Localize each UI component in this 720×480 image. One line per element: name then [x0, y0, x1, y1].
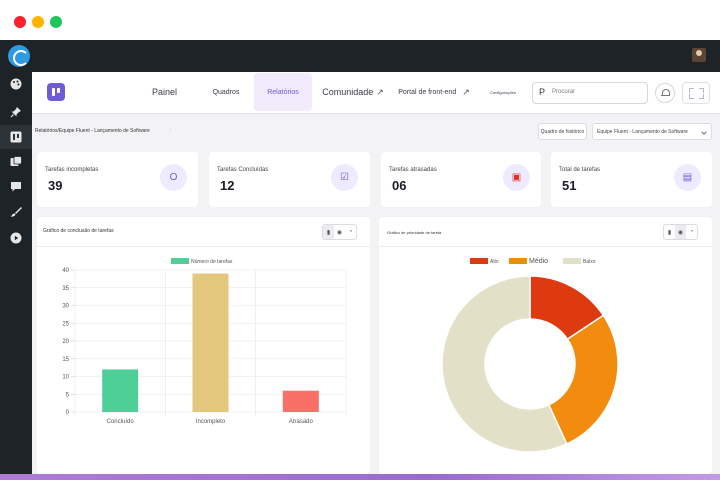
- chart-title: Gráfico de prioridade de tarefa: [387, 230, 442, 235]
- board-select-value: Equipe Fluent - Lançamento de Software: [597, 128, 688, 135]
- slice-médio: [547, 314, 619, 445]
- y-tick-label: 15: [62, 357, 69, 363]
- x-tick-label: Atrasado: [289, 419, 314, 425]
- maximize-window-button[interactable]: [50, 16, 62, 28]
- sidebar-item-plugins[interactable]: [0, 226, 32, 250]
- bar-chart-icon[interactable]: ▮: [667, 229, 672, 236]
- calendar-check-icon: ☑: [331, 164, 358, 191]
- search-icon: P: [539, 87, 546, 97]
- panel-divider: [379, 246, 712, 247]
- external-link-icon: ↗: [376, 86, 384, 97]
- search-input[interactable]: P Procurar: [532, 82, 648, 104]
- minimize-window-button[interactable]: [32, 16, 44, 28]
- legend-swatch: [171, 258, 189, 264]
- chevron-down-icon: [701, 129, 707, 135]
- stat-label: Tarefas atrasadas: [389, 167, 437, 173]
- stat-card-incomplete: Tarefas incompletas 39 O: [37, 152, 198, 207]
- breadcrumb-separator: :: [170, 128, 172, 134]
- sidebar-item-dashboard[interactable]: [0, 72, 32, 96]
- legend-label: Número de tarefas: [191, 259, 233, 265]
- chart-type-toggle: ▮ ◉ ◔: [663, 224, 698, 240]
- bar-concluído: [102, 369, 139, 412]
- stat-card-completed: Tarefas Concluídas 12 ☑: [209, 152, 370, 207]
- chart-type-toggle: ▮ ◉ ◔: [322, 224, 357, 240]
- nav-settings[interactable]: Configurações: [490, 89, 516, 95]
- bar-chart-icon[interactable]: ▮: [323, 225, 334, 239]
- pin-icon: [10, 107, 21, 118]
- legend-swatch: [509, 258, 527, 264]
- legend-swatch: [470, 258, 488, 264]
- site-logo-icon[interactable]: [8, 45, 30, 67]
- y-tick-label: 40: [62, 268, 69, 274]
- task-priority-donut-chart: Alto Médio Baixo: [441, 258, 619, 453]
- y-tick-label: 5: [66, 392, 70, 398]
- bar-incompleto: [192, 273, 229, 412]
- pie-chart-icon[interactable]: ◔: [348, 229, 353, 235]
- stat-card-total: Total de tarefas 51 ▤: [551, 152, 712, 207]
- palette-icon: [10, 78, 22, 90]
- chart-title: Gráfico de conclusão de tarefas: [43, 228, 114, 234]
- bar-atrasado: [282, 390, 319, 412]
- nav-boards[interactable]: Quadros: [212, 88, 240, 96]
- legend-swatch: [563, 258, 581, 264]
- search-placeholder: Procurar: [552, 89, 576, 95]
- donut-chart-icon[interactable]: ◉: [675, 225, 686, 239]
- stat-value: 06: [392, 178, 407, 193]
- admin-sidebar: [0, 72, 32, 474]
- admin-bar: [0, 40, 720, 72]
- nav-dashboard[interactable]: Painel: [151, 87, 178, 97]
- y-tick-label: 35: [62, 286, 69, 292]
- panel-divider: [37, 246, 370, 247]
- nav-reports[interactable]: Relatórios: [254, 73, 312, 111]
- window-bottom-edge: [0, 474, 720, 480]
- y-tick-label: 0: [66, 410, 70, 416]
- brush-icon: [11, 207, 22, 217]
- play-circle-icon: [10, 232, 22, 244]
- app-logo-icon[interactable]: [47, 83, 65, 101]
- legend-label: Médio: [529, 258, 548, 265]
- nav-frontend-portal[interactable]: Portal de front-end ↗: [398, 86, 470, 97]
- board-icon: [10, 131, 22, 143]
- board-select[interactable]: Equipe Fluent - Lançamento de Software: [592, 123, 712, 140]
- stat-label: Tarefas Concluídas: [217, 167, 269, 173]
- stat-card-overdue: Tarefas atrasadas 06 ▣: [381, 152, 541, 207]
- legend-label: Baixo: [583, 259, 596, 265]
- sidebar-item-boards[interactable]: [0, 125, 32, 149]
- x-tick-label: Concluído: [107, 419, 135, 425]
- board-history-button[interactable]: Quadro de histórico: [538, 123, 587, 140]
- legend-label: Alto: [490, 259, 499, 265]
- stat-value: 39: [48, 178, 63, 193]
- y-tick-label: 20: [62, 339, 69, 345]
- stat-value: 12: [220, 178, 235, 193]
- task-completion-bar-chart: Número de tarefas 0 5 10 15 20 25 30 35 40 Concluí…: [62, 258, 347, 425]
- calendar-alert-icon: ▣: [503, 164, 530, 191]
- document-icon: ▤: [674, 164, 701, 191]
- fullscreen-button[interactable]: [682, 82, 710, 104]
- stat-label: Total de tarefas: [559, 167, 601, 173]
- media-icon: [10, 156, 22, 166]
- external-link-icon: ↗: [462, 86, 470, 97]
- slice-baixo: [441, 275, 568, 453]
- sidebar-item-comments[interactable]: [0, 175, 32, 199]
- sidebar-item-media[interactable]: [0, 150, 32, 174]
- sidebar-item-appearance[interactable]: [0, 200, 32, 224]
- breadcrumb: Relatórios/Equipe Fluent - Lançamento de…: [35, 128, 150, 134]
- nav-community[interactable]: Comunidade ↗: [322, 86, 384, 98]
- donut-chart-icon[interactable]: ◉: [336, 229, 343, 236]
- pie-chart-icon[interactable]: ◔: [689, 229, 694, 235]
- y-tick-label: 10: [62, 375, 69, 381]
- y-tick-label: 25: [62, 321, 69, 327]
- browser-titlebar: [0, 0, 720, 40]
- y-tick-label: 30: [62, 304, 69, 310]
- stat-label: Tarefas incompletas: [45, 167, 99, 173]
- close-window-button[interactable]: [14, 16, 26, 28]
- notification-bell-icon[interactable]: [655, 83, 675, 103]
- x-tick-label: Incompleto: [196, 419, 226, 425]
- sidebar-item-posts[interactable]: [0, 100, 32, 124]
- comment-icon: [11, 182, 21, 192]
- stat-value: 51: [562, 178, 577, 193]
- user-avatar[interactable]: [692, 48, 706, 62]
- circle-icon: O: [160, 164, 187, 191]
